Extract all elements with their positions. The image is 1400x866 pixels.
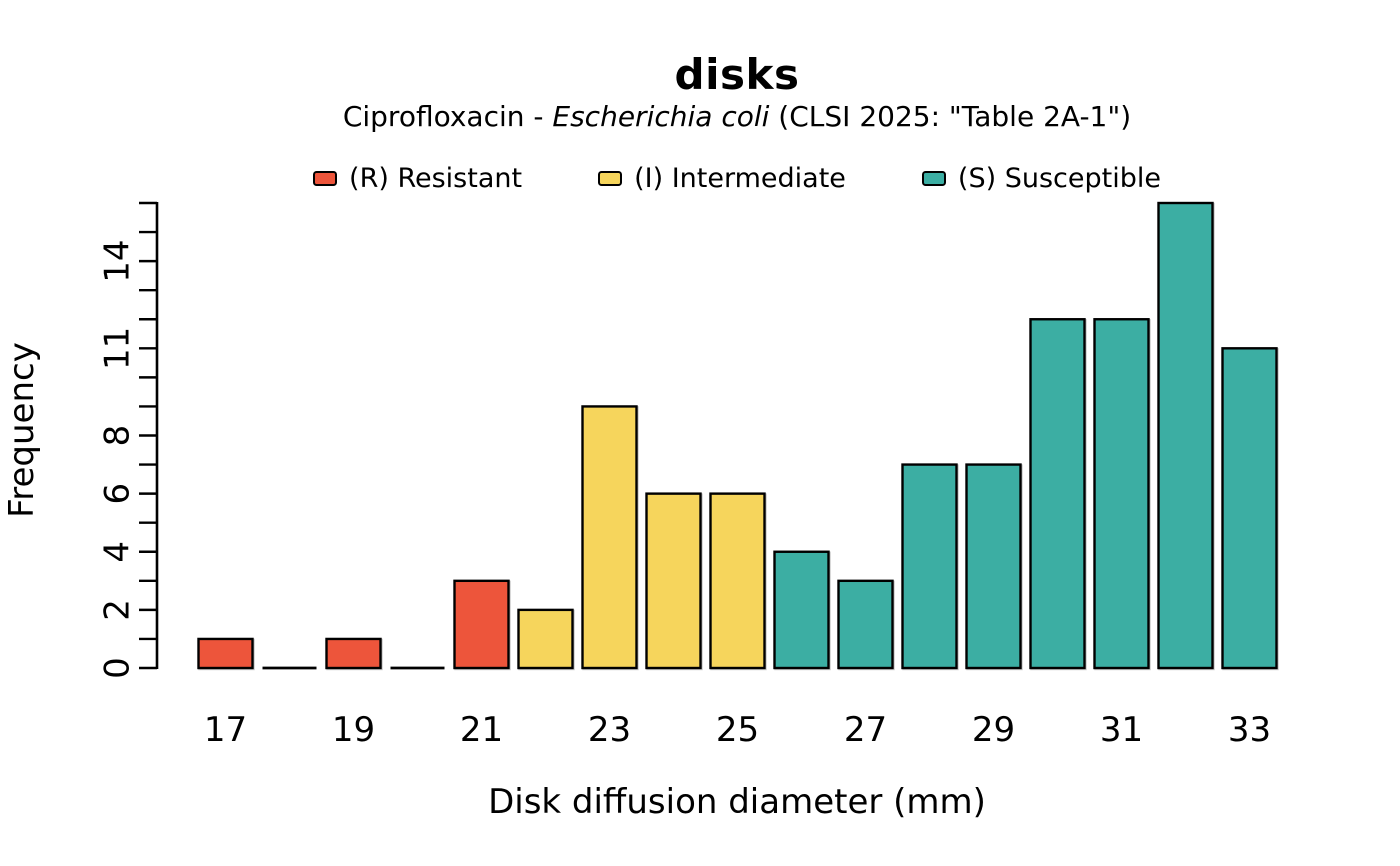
- subtitle-drug: Ciprofloxacin -: [342, 100, 553, 133]
- x-tick-label: 19: [332, 710, 375, 750]
- y-axis-title: Frequency: [2, 342, 42, 518]
- x-tick-label: 31: [1100, 710, 1143, 750]
- x-axis-title: Disk diffusion diameter (mm): [488, 782, 986, 822]
- legend-label-susceptible: (S) Susceptible: [957, 163, 1161, 194]
- susceptible-swatch-icon: [921, 171, 946, 186]
- legend-item-resistant: (R) Resistant: [313, 163, 522, 194]
- chart-subtitle: Ciprofloxacin - Escherichia coli (CLSI 2…: [0, 100, 1400, 133]
- legend-label-resistant: (R) Resistant: [349, 163, 523, 194]
- bar: [837, 579, 894, 670]
- y-tick-label: 11: [98, 327, 138, 370]
- bar: [773, 550, 830, 670]
- bar: [517, 608, 574, 670]
- y-tick-label: 0: [98, 657, 138, 679]
- y-tick-label: 6: [98, 483, 138, 505]
- x-tick-label: 29: [972, 710, 1015, 750]
- y-tick-label: 2: [98, 599, 138, 621]
- x-tick-label: 25: [716, 710, 759, 750]
- x-tick-label: 23: [588, 710, 631, 750]
- bar: [709, 492, 766, 670]
- resistant-swatch-icon: [313, 171, 338, 186]
- bar: [581, 405, 638, 670]
- legend: (R) Resistant (I) Intermediate (S) Susce…: [0, 163, 1400, 194]
- x-tick-label: 27: [844, 710, 887, 750]
- intermediate-swatch-icon: [598, 171, 623, 186]
- bar: [965, 463, 1022, 670]
- bar: [645, 492, 702, 670]
- x-tick-label: 21: [460, 710, 503, 750]
- subtitle-guideline: (CLSI 2025: "Table 2A-1"): [769, 100, 1132, 133]
- bar: [901, 463, 958, 670]
- y-tick-label: 14: [98, 239, 138, 282]
- y-tick-label: 8: [98, 425, 138, 447]
- bar: [197, 637, 254, 670]
- bar: [1157, 201, 1214, 670]
- chart-title: disks: [674, 50, 800, 99]
- bar: [453, 579, 510, 670]
- bar: [1093, 318, 1150, 670]
- subtitle-organism: Escherichia coli: [552, 100, 770, 133]
- bar: [325, 637, 382, 670]
- y-tick-label: 4: [98, 541, 138, 563]
- legend-item-susceptible: (S) Susceptible: [921, 163, 1161, 194]
- legend-item-intermediate: (I) Intermediate: [598, 163, 846, 194]
- x-tick-label: 17: [204, 710, 247, 750]
- bar: [1221, 347, 1278, 670]
- legend-label-intermediate: (I) Intermediate: [634, 163, 846, 194]
- x-tick-label: 33: [1228, 710, 1271, 750]
- bar: [1029, 318, 1086, 670]
